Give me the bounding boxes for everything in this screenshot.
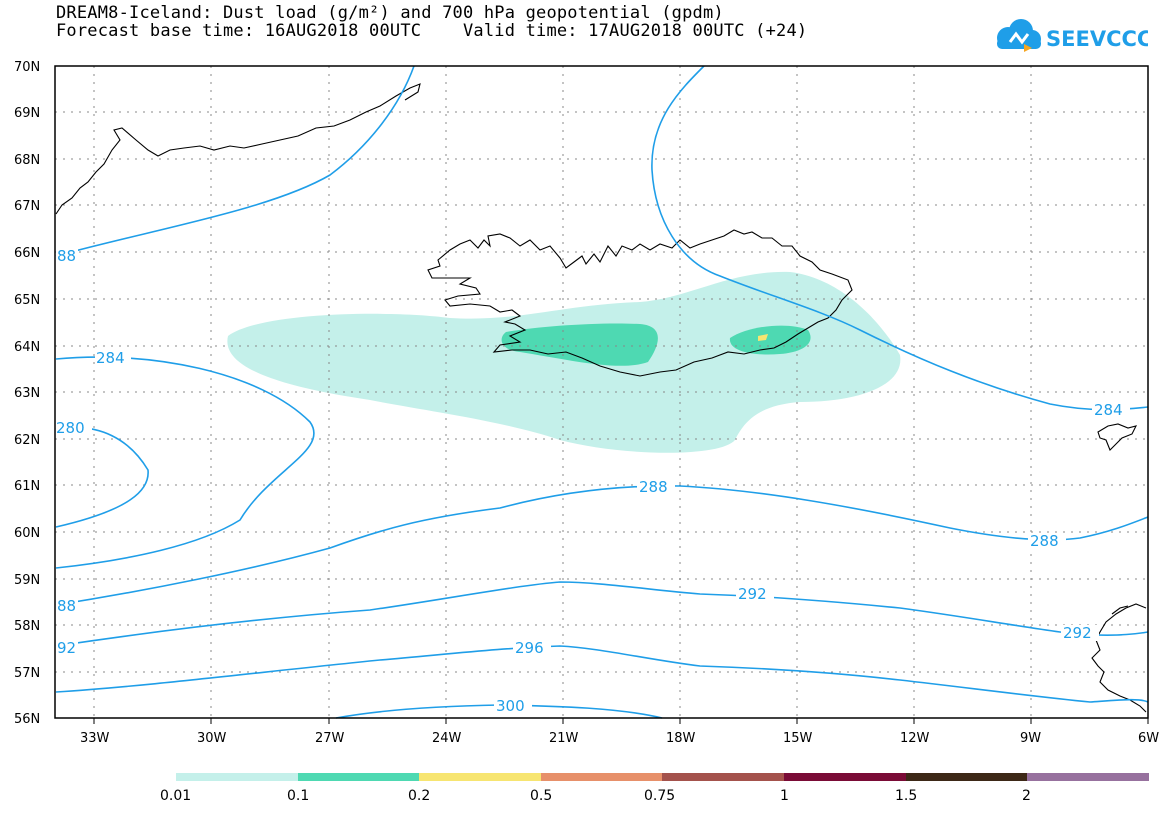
- contour-label: 292: [738, 585, 767, 603]
- lat-label: 70N: [14, 60, 40, 75]
- coastlines: [55, 83, 1147, 713]
- map-title: DREAM8-Iceland: Dust load (g/m²) and 700…: [56, 3, 724, 23]
- contour-line: [55, 426, 149, 528]
- contour-line: [55, 485, 1149, 606]
- lat-label: 60N: [14, 526, 40, 541]
- map-subtitle: Forecast base time: 16AUG2018 00UTC Vali…: [56, 21, 808, 41]
- contour-label: 296: [515, 639, 544, 657]
- lon-label: 27W: [315, 731, 345, 746]
- logo-text: SEEVCCC: [1046, 27, 1148, 51]
- contour-line: [55, 356, 315, 569]
- seevccc-logo: SEEVCCC: [997, 19, 1148, 52]
- colorbar-swatch: [906, 773, 1027, 781]
- colorbar-label: 1.5: [895, 788, 917, 804]
- lat-label: 62N: [14, 433, 40, 448]
- contour-label: 288: [639, 478, 668, 496]
- colorbar-swatch: [1027, 773, 1149, 781]
- lat-label: 56N: [14, 712, 40, 727]
- contour-label: 88: [57, 247, 76, 265]
- colorbar-label: 0.75: [644, 788, 675, 804]
- lon-label: 9W: [1020, 731, 1041, 746]
- colorbar-label: 0.2: [408, 788, 430, 804]
- contour-labels: 88 284 284 280 288 288 88 292 292 92 296…: [56, 247, 1130, 715]
- lat-label: 63N: [14, 386, 40, 401]
- colorbar-label: 0.5: [530, 788, 552, 804]
- map-frame: [54, 65, 1149, 719]
- contour-label: 88: [57, 597, 76, 615]
- lat-label: 61N: [14, 479, 40, 494]
- colorbar-swatch: [784, 773, 906, 781]
- colorbar-swatch: [419, 773, 541, 781]
- lat-label: 64N: [14, 340, 40, 355]
- contour-line: [55, 645, 1149, 703]
- lat-label: 59N: [14, 573, 40, 588]
- colorbar-swatch: [541, 773, 662, 781]
- lat-label: 69N: [14, 106, 40, 121]
- contour-label: 288: [1030, 532, 1059, 550]
- lat-label: 67N: [14, 199, 40, 214]
- contour-line: [55, 65, 415, 257]
- lon-label: 6W: [1138, 731, 1159, 746]
- iceland-coast: [427, 229, 853, 377]
- lat-label: 57N: [14, 666, 40, 681]
- colorbar-swatch: [298, 773, 419, 781]
- lon-label: 21W: [549, 731, 579, 746]
- lon-label: 33W: [80, 731, 110, 746]
- colorbar: 0.01 0.1 0.2 0.5 0.75 1 1.5 2: [160, 773, 1149, 804]
- colorbar-swatch: [662, 773, 784, 781]
- lon-label: 15W: [783, 731, 813, 746]
- lon-label: 30W: [197, 731, 227, 746]
- lat-label: 66N: [14, 246, 40, 261]
- scotland-coast: [1091, 603, 1147, 713]
- contour-line: [55, 581, 1149, 647]
- lat-label: 68N: [14, 153, 40, 168]
- lon-label: 24W: [432, 731, 462, 746]
- colorbar-label: 2: [1022, 788, 1031, 804]
- colorbar-swatch: [176, 773, 298, 781]
- dust-shading: [227, 271, 901, 453]
- axis-ticks: [93, 718, 1149, 724]
- lat-label: 58N: [14, 619, 40, 634]
- latitude-labels: 70N 69N 68N 67N 66N 65N 64N 63N 62N 61N …: [14, 60, 40, 727]
- contour-label: 92: [57, 639, 76, 657]
- lon-label: 18W: [666, 731, 696, 746]
- contour-label: 280: [56, 419, 85, 437]
- contour-label: 284: [96, 349, 125, 367]
- colorbar-label: 0.01: [160, 788, 191, 804]
- contour-label: 284: [1094, 401, 1123, 419]
- lon-label: 12W: [900, 731, 930, 746]
- longitude-labels: 33W 30W 27W 24W 21W 18W 15W 12W 9W 6W: [80, 731, 1159, 746]
- contour-label: 300: [496, 697, 525, 715]
- contour-label: 292: [1063, 624, 1092, 642]
- colorbar-label: 1: [780, 788, 789, 804]
- faroe-islands: [1097, 423, 1138, 451]
- lat-label: 65N: [14, 293, 40, 308]
- contour-line: [651, 65, 1149, 411]
- colorbar-label: 0.1: [287, 788, 309, 804]
- greenland-coast: [55, 83, 421, 215]
- cloud-icon: [997, 19, 1041, 52]
